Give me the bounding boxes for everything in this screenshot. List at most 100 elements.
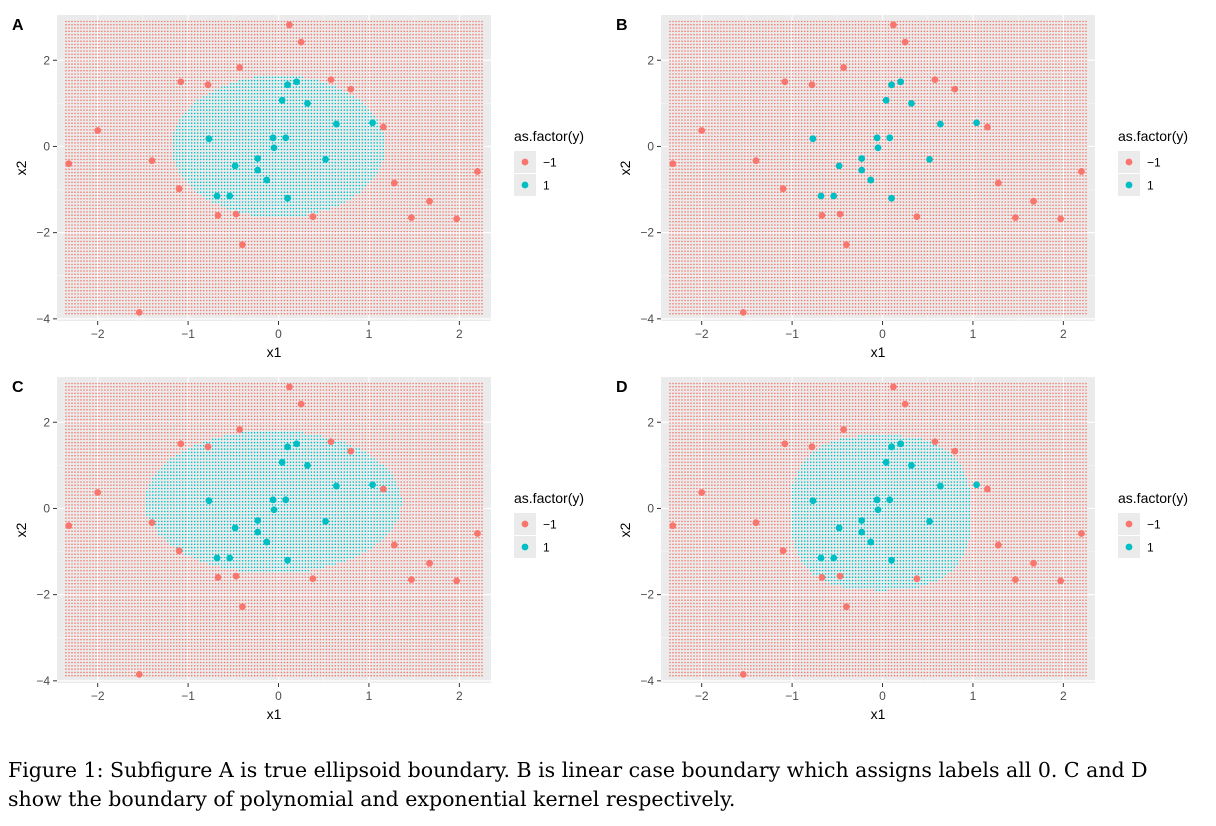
figure-caption: Figure 1: Subfigure A is true ellipsoid … <box>8 758 1148 811</box>
legend-title: as.factor(y) <box>514 490 584 506</box>
legend-label: 1 <box>543 541 550 555</box>
point-negative <box>781 78 789 86</box>
point-negative <box>309 575 317 583</box>
point-negative <box>994 541 1002 549</box>
point-negative <box>951 85 959 93</box>
point-positive <box>284 81 291 89</box>
x-tick-label: 1 <box>366 689 373 703</box>
x-tick-label: 2 <box>456 327 463 341</box>
panel-B: B −2 −1 0 1 2 −4 −2 0 2 x1 x2 as.factor(y) −1 1 <box>616 15 1188 360</box>
data-points <box>669 383 1085 678</box>
point-negative <box>297 400 305 408</box>
point-positive <box>873 134 881 142</box>
point-negative <box>781 440 789 448</box>
legend: as.factor(y) −1 1 <box>1118 490 1188 558</box>
x-axis-label: x1 <box>871 706 886 722</box>
x-tick-label: 0 <box>275 327 282 341</box>
x-axis-label: x1 <box>267 706 282 722</box>
point-negative <box>177 440 185 448</box>
point-negative <box>285 21 293 29</box>
point-positive <box>205 497 213 505</box>
point-negative <box>175 547 183 555</box>
point-positive <box>284 194 291 202</box>
point-negative <box>177 78 185 86</box>
x-tick-label: 0 <box>879 327 886 341</box>
x-tick-label: −2 <box>695 327 709 341</box>
point-negative <box>380 123 387 131</box>
point-positive <box>284 556 291 564</box>
point-positive <box>809 135 817 143</box>
point-negative <box>994 179 1002 187</box>
point-negative <box>818 212 826 219</box>
point-positive <box>867 176 875 184</box>
y-tick-label: −2 <box>36 226 50 240</box>
region-grid-positive <box>173 76 384 216</box>
point-positive <box>231 524 239 532</box>
x-tick-label: −2 <box>91 689 105 703</box>
panel-A: A −2 −1 0 1 2 −4 −2 0 2 x1 x2 as.factor(y) −1 1 <box>12 15 584 360</box>
y-tick-label: −4 <box>36 674 50 688</box>
y-tick-label: −4 <box>640 674 654 688</box>
point-positive <box>293 440 301 448</box>
x-tick-label: 0 <box>879 689 886 703</box>
point-negative <box>347 447 355 455</box>
x-tick-label: 0 <box>275 689 282 703</box>
point-negative <box>739 670 747 678</box>
point-negative <box>951 447 959 455</box>
legend-label: 1 <box>1147 179 1154 193</box>
y-axis-label: x2 <box>13 522 29 537</box>
legend-marker-negative <box>521 520 529 528</box>
point-negative <box>984 123 991 131</box>
legend: as.factor(y) −1 1 <box>1118 128 1188 196</box>
point-positive <box>226 554 234 562</box>
point-negative <box>347 85 355 93</box>
point-negative <box>175 185 183 193</box>
point-negative <box>984 485 991 493</box>
point-positive <box>908 461 915 469</box>
point-negative <box>818 574 826 581</box>
point-positive <box>231 162 239 170</box>
point-positive <box>936 482 944 490</box>
point-negative <box>931 76 939 84</box>
x-tick-label: 1 <box>970 327 977 341</box>
plot-background <box>57 377 491 683</box>
x-tick-label: −1 <box>181 327 195 341</box>
point-positive <box>926 155 933 163</box>
legend-title: as.factor(y) <box>1118 128 1188 144</box>
point-negative <box>901 400 909 408</box>
point-negative <box>135 308 143 316</box>
point-negative <box>408 214 415 221</box>
point-positive <box>254 528 262 536</box>
point-negative <box>752 157 760 165</box>
x-tick-label: 2 <box>1060 327 1067 341</box>
x-axis-label: x1 <box>267 344 282 360</box>
point-negative <box>232 572 240 580</box>
point-positive <box>817 192 825 200</box>
point-positive <box>973 119 980 127</box>
point-positive <box>270 506 278 514</box>
x-tick-label: −2 <box>695 689 709 703</box>
point-positive <box>858 517 866 524</box>
point-negative <box>474 168 481 175</box>
point-positive <box>888 556 895 564</box>
point-positive <box>369 119 376 127</box>
y-tick-label: 0 <box>647 501 654 515</box>
legend-label: 1 <box>543 179 550 193</box>
point-negative <box>698 127 706 134</box>
panel-D: D −2 −1 0 1 2 −4 −2 0 2 x1 x2 as.factor(y) −1 1 <box>616 377 1188 722</box>
point-negative <box>1030 197 1037 205</box>
point-negative <box>94 489 102 496</box>
point-negative <box>474 530 481 537</box>
point-positive <box>830 192 838 200</box>
y-tick-label: 2 <box>43 53 50 67</box>
point-negative <box>739 308 747 316</box>
legend-marker-positive <box>521 181 529 189</box>
point-negative <box>390 179 398 187</box>
point-negative <box>148 519 156 527</box>
x-tick-label: −2 <box>91 327 105 341</box>
point-negative <box>901 38 909 46</box>
point-positive <box>322 155 329 163</box>
point-negative <box>889 21 897 29</box>
point-negative <box>453 215 461 223</box>
point-positive <box>886 496 894 504</box>
